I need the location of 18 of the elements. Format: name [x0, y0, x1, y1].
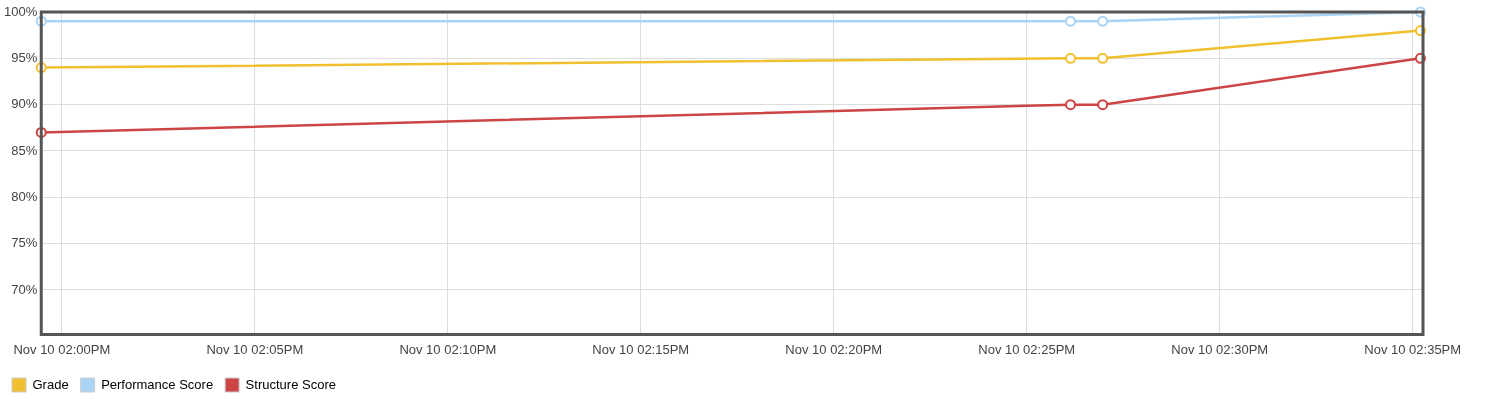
legend-label: Structure Score — [245, 376, 336, 392]
x-tick-label: Nov 10 02:25PM — [978, 341, 1076, 357]
y-tick-label: 70% — [11, 281, 38, 297]
y-tick-label: 100% — [4, 3, 38, 19]
x-tick-label: Nov 10 02:05PM — [206, 341, 304, 357]
legend-label: Grade — [32, 376, 69, 392]
y-tick-label: 75% — [11, 235, 38, 251]
x-tick-label: Nov 10 02:10PM — [399, 341, 497, 357]
legend-label: Performance Score — [101, 376, 214, 392]
x-tick-label: Nov 10 02:00PM — [13, 341, 111, 357]
x-tick-label: Nov 10 02:30PM — [1171, 341, 1269, 357]
y-tick-label: 95% — [11, 49, 38, 65]
x-tick-label: Nov 10 02:20PM — [785, 341, 883, 357]
y-tick-label: 85% — [11, 142, 38, 158]
x-tick-label: Nov 10 02:35PM — [1364, 341, 1462, 357]
x-tick-label: Nov 10 02:15PM — [592, 341, 690, 357]
y-tick-label: 80% — [11, 188, 38, 204]
y-tick-label: 90% — [11, 96, 38, 112]
